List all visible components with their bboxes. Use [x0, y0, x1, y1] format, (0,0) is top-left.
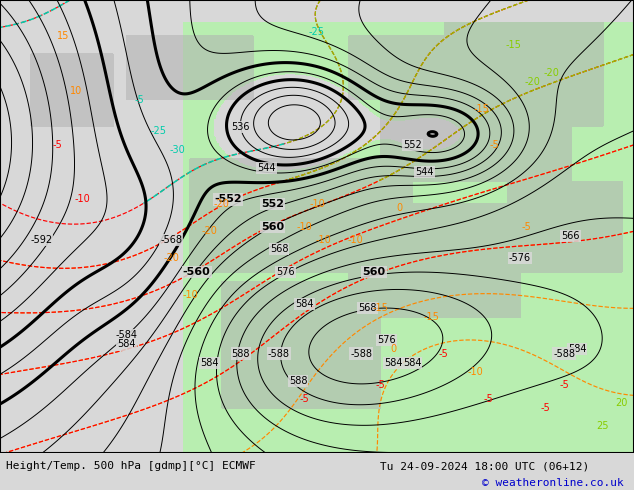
Text: -10: -10: [347, 235, 363, 245]
Text: -5: -5: [439, 348, 449, 359]
Text: -5: -5: [559, 380, 569, 390]
Text: -25: -25: [150, 126, 167, 136]
Text: 0: 0: [396, 203, 403, 214]
Text: -5: -5: [521, 221, 531, 232]
Text: 584: 584: [567, 344, 586, 354]
Text: -588: -588: [351, 348, 372, 359]
Text: 20: 20: [615, 398, 628, 408]
Text: 588: 588: [288, 376, 307, 386]
Text: 536: 536: [231, 122, 250, 132]
Text: 584: 584: [295, 299, 314, 309]
Text: -560: -560: [183, 267, 210, 277]
Text: 584: 584: [384, 358, 403, 368]
Text: 544: 544: [415, 167, 434, 177]
Text: -10: -10: [309, 199, 325, 209]
Text: -30: -30: [170, 145, 185, 154]
Text: 584: 584: [200, 358, 219, 368]
Text: Height/Temp. 500 hPa [gdmp][°C] ECMWF: Height/Temp. 500 hPa [gdmp][°C] ECMWF: [6, 461, 256, 471]
Text: -5: -5: [375, 380, 385, 390]
Text: 576: 576: [276, 267, 295, 277]
Text: -25: -25: [309, 27, 325, 37]
Text: -568: -568: [160, 235, 182, 245]
Text: -10: -10: [183, 290, 198, 299]
Text: -576: -576: [509, 253, 531, 263]
Text: 552: 552: [403, 140, 422, 150]
Text: 15: 15: [57, 31, 70, 41]
Text: Tu 24-09-2024 18:00 UTC (06+12): Tu 24-09-2024 18:00 UTC (06+12): [380, 461, 590, 471]
Text: 584: 584: [117, 340, 136, 349]
Text: -5: -5: [483, 394, 493, 404]
Text: -20: -20: [163, 253, 179, 263]
Text: -5: -5: [52, 140, 62, 150]
Text: 588: 588: [231, 348, 250, 359]
Text: -10: -10: [316, 235, 331, 245]
Text: 576: 576: [377, 335, 396, 345]
Text: 544: 544: [257, 163, 276, 172]
Text: -5: -5: [299, 394, 309, 404]
Text: -584: -584: [116, 330, 138, 341]
Text: -15: -15: [423, 312, 439, 322]
Text: 560: 560: [261, 221, 284, 232]
Text: 584: 584: [403, 358, 422, 368]
Text: -20: -20: [214, 199, 230, 209]
Text: -15: -15: [505, 40, 522, 50]
Text: -588: -588: [553, 348, 575, 359]
Text: © weatheronline.co.uk: © weatheronline.co.uk: [482, 478, 624, 488]
Text: -15: -15: [474, 104, 490, 114]
Text: -588: -588: [268, 348, 290, 359]
Text: -20: -20: [543, 68, 560, 77]
Text: -5: -5: [540, 403, 550, 413]
Text: 568: 568: [269, 245, 288, 254]
Text: 25: 25: [596, 421, 609, 431]
Text: -592: -592: [30, 235, 52, 245]
Text: -10: -10: [75, 195, 90, 204]
Text: -20: -20: [201, 226, 217, 236]
Text: -10: -10: [468, 367, 483, 377]
Text: 552: 552: [261, 199, 284, 209]
Text: -10: -10: [297, 221, 312, 232]
Text: -552: -552: [214, 195, 242, 204]
Text: -15: -15: [372, 303, 389, 313]
Text: -5: -5: [134, 95, 145, 105]
Text: -20: -20: [524, 76, 541, 87]
Text: 560: 560: [363, 267, 385, 277]
Text: 566: 566: [561, 231, 580, 241]
Text: -5: -5: [489, 140, 500, 150]
Text: 10: 10: [70, 86, 82, 96]
Text: 0: 0: [390, 344, 396, 354]
Text: 568: 568: [358, 303, 377, 313]
